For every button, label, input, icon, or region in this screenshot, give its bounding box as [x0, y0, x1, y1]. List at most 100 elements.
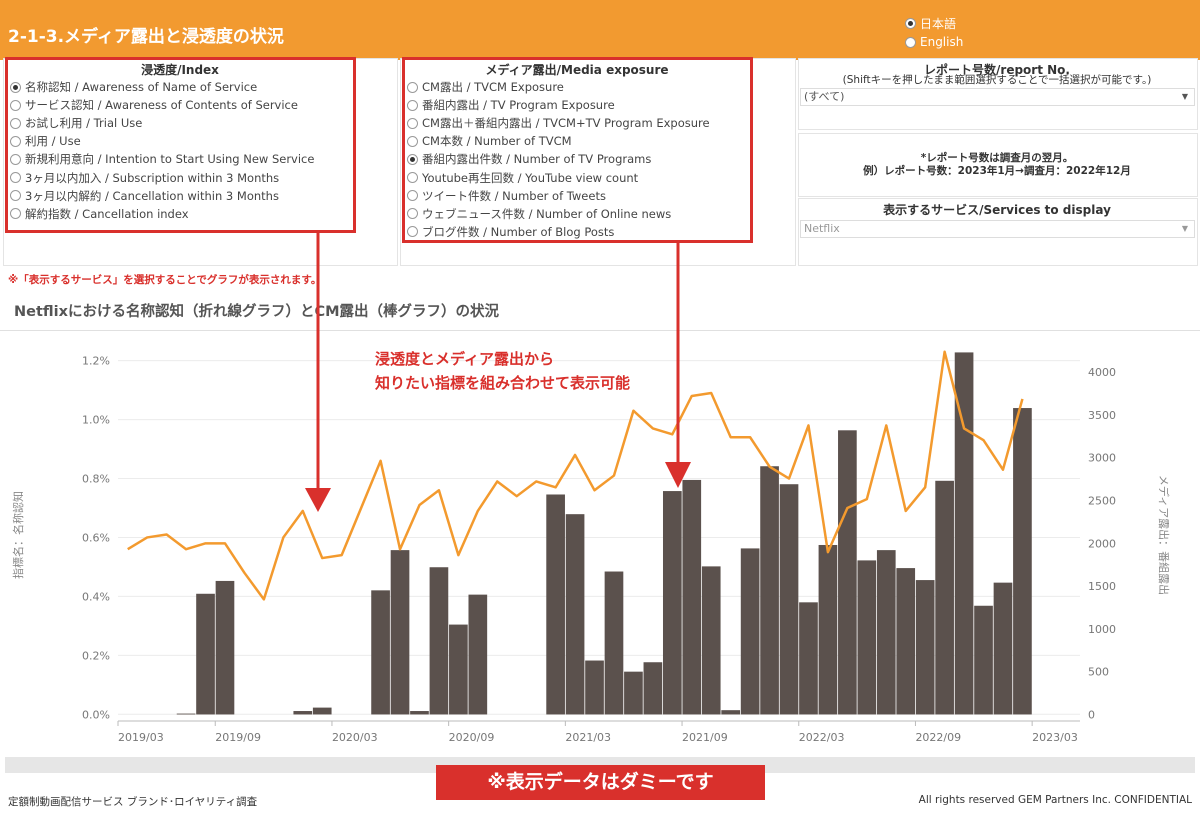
bar: [779, 484, 799, 715]
bar: [410, 711, 429, 715]
option[interactable]: 利用 / Use: [10, 132, 314, 150]
option[interactable]: サービス認知 / Awareness of Contents of Servic…: [10, 96, 314, 114]
option[interactable]: CM露出＋番組内露出 / TVCM+TV Program Exposure: [407, 114, 710, 132]
radio[interactable]: [407, 190, 418, 202]
option-label[interactable]: CM露出＋番組内露出 / TVCM+TV Program Exposure: [422, 116, 710, 131]
x-tick-label: 2020/09: [449, 731, 495, 744]
option-label[interactable]: お試し利用 / Trial Use: [25, 116, 143, 131]
option-label[interactable]: 3ヶ月以内解約 / Cancellation within 3 Months: [25, 188, 279, 203]
radio[interactable]: [10, 172, 21, 184]
x-tick-label: 2021/03: [565, 731, 611, 744]
y-tick-label: 0.2%: [82, 649, 110, 662]
radio[interactable]: [10, 153, 21, 165]
option[interactable]: 番組内露出 / TV Program Exposure: [407, 96, 710, 114]
footer-right: All rights reserved GEM Partners Inc. CO…: [918, 794, 1192, 806]
option[interactable]: お試し利用 / Trial Use: [10, 114, 314, 132]
option-label[interactable]: サービス認知 / Awareness of Contents of Servic…: [25, 98, 298, 113]
divider: [0, 330, 1200, 331]
bar: [682, 479, 702, 715]
arrow-head: [665, 462, 691, 488]
dropdown[interactable]: Netflix: [800, 220, 1195, 238]
y-tick-label: 0.4%: [82, 590, 110, 603]
arrow-head: [305, 488, 331, 512]
bar: [449, 624, 468, 715]
bar: [468, 594, 488, 715]
option-label[interactable]: 番組内露出 / TV Program Exposure: [422, 98, 615, 113]
option[interactable]: 番組内露出件数 / Number of TV Programs: [407, 150, 710, 168]
footer-left: 定額制動画配信サービス ブランド･ロイヤリティ調査: [8, 796, 258, 808]
bar: [935, 480, 954, 715]
bar: [371, 590, 390, 715]
bar: [215, 580, 235, 715]
radio[interactable]: [10, 81, 21, 93]
y-tick-label: 0.6%: [82, 531, 110, 544]
option[interactable]: CM露出 / TVCM Exposure: [407, 78, 710, 96]
option[interactable]: 解約指数 / Cancellation index: [10, 205, 314, 223]
radio[interactable]: [407, 117, 418, 129]
y-tick-label: 0.8%: [82, 473, 110, 486]
option[interactable]: 新規利用意向 / Intention to Start Using New Se…: [10, 150, 314, 168]
dropdown[interactable]: (すべて): [800, 88, 1195, 106]
radio[interactable]: [407, 226, 418, 238]
language-label[interactable]: English: [920, 35, 964, 49]
x-tick-label: 2020/03: [332, 731, 378, 744]
option-label[interactable]: 解約指数 / Cancellation index: [25, 206, 189, 221]
y2-tick-label: 2000: [1088, 537, 1116, 550]
bar: [974, 605, 993, 715]
option[interactable]: ブログ件数 / Number of Blog Posts: [407, 223, 710, 241]
option[interactable]: 3ヶ月以内解約 / Cancellation within 3 Months: [10, 187, 314, 205]
radio[interactable]: [407, 99, 418, 111]
y2-tick-label: 4000: [1088, 366, 1116, 379]
panel-title: 浸透度/Index: [141, 63, 219, 77]
x-tick-label: 2022/09: [915, 731, 961, 744]
x-tick-label: 2019/03: [118, 731, 164, 744]
bar: [196, 593, 215, 715]
option[interactable]: Youtube再生回数 / YouTube view count: [407, 168, 710, 186]
bar: [701, 566, 721, 715]
bar: [565, 514, 585, 715]
y2-tick-label: 500: [1088, 666, 1109, 679]
option-label[interactable]: ツイート件数 / Number of Tweets: [422, 188, 606, 203]
option-label[interactable]: 番組内露出件数 / Number of TV Programs: [422, 152, 652, 167]
panel-title: レポート号数/report No.: [924, 63, 1070, 77]
language-label[interactable]: 日本語: [920, 17, 957, 31]
option[interactable]: CM本数 / Number of TVCM: [407, 132, 710, 150]
radio[interactable]: [407, 153, 418, 165]
option-label[interactable]: ウェブニュース件数 / Number of Online news: [422, 206, 672, 221]
option[interactable]: 名称認知 / Awareness of Name of Service: [10, 78, 314, 96]
chart-title: Netflixにおける名称認知（折れ線グラフ）とCM露出（棒グラフ）の状況: [14, 304, 500, 320]
radio[interactable]: [407, 135, 418, 147]
y2-tick-label: 1000: [1088, 623, 1116, 636]
option[interactable]: ウェブニュース件数 / Number of Online news: [407, 205, 710, 223]
language-option[interactable]: English: [905, 35, 963, 49]
bar: [176, 713, 196, 715]
option-label[interactable]: ブログ件数 / Number of Blog Posts: [422, 224, 615, 239]
radio[interactable]: [10, 208, 21, 220]
radio[interactable]: [10, 190, 21, 202]
radio[interactable]: [905, 36, 916, 48]
bar: [993, 582, 1013, 715]
radio[interactable]: [407, 208, 418, 220]
option-label[interactable]: 新規利用意向 / Intention to Start Using New Se…: [25, 152, 315, 167]
radio[interactable]: [905, 18, 916, 29]
option-label[interactable]: CM本数 / Number of TVCM: [422, 134, 572, 149]
radio[interactable]: [10, 99, 21, 111]
radio[interactable]: [407, 81, 418, 93]
y2-tick-label: 3000: [1088, 452, 1116, 465]
option-label[interactable]: 名称認知 / Awareness of Name of Service: [25, 80, 258, 95]
radio[interactable]: [10, 117, 21, 129]
info-panel: [798, 133, 1198, 197]
radio[interactable]: [10, 135, 21, 147]
option[interactable]: 3ヶ月以内加入 / Subscription within 3 Months: [10, 168, 314, 186]
option-label[interactable]: CM露出 / TVCM Exposure: [422, 80, 564, 95]
bar: [312, 707, 332, 715]
option-label[interactable]: Youtube再生回数 / YouTube view count: [422, 170, 639, 185]
x-tick-label: 2023/03: [1032, 731, 1078, 744]
language-option[interactable]: 日本語: [905, 15, 956, 32]
option-label[interactable]: 3ヶ月以内加入 / Subscription within 3 Months: [25, 170, 280, 185]
option-label[interactable]: 利用 / Use: [25, 134, 81, 149]
option[interactable]: ツイート件数 / Number of Tweets: [407, 187, 710, 205]
bar: [915, 580, 935, 715]
radio[interactable]: [407, 172, 418, 184]
bar: [740, 548, 760, 715]
